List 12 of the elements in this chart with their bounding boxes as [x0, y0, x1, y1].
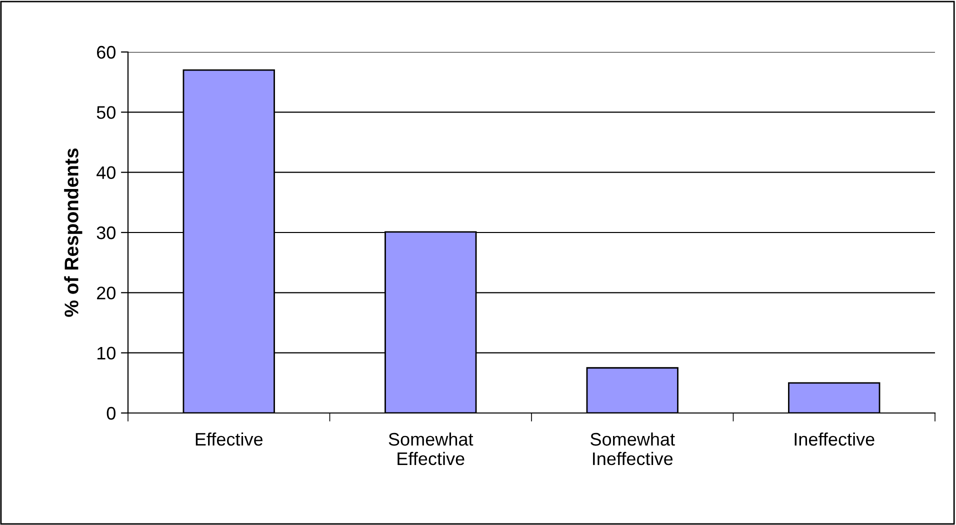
y-tick-label: 30 [96, 226, 116, 240]
x-tick-label: Somewhat Ineffective [590, 432, 675, 466]
y-tick-label: 10 [97, 346, 116, 360]
y-tick-label: 0 [106, 406, 116, 420]
x-tick-label: Somewhat Effective [388, 432, 474, 466]
x-tick-label: Ineffective [794, 432, 874, 446]
y-axis-title: % of Respondents [64, 148, 82, 317]
y-tick-label: 20 [97, 286, 116, 300]
x-tick-label: Effective [196, 432, 263, 446]
y-tick-label: 60 [97, 46, 116, 59]
y-tick-label: 40 [96, 166, 116, 180]
y-tick-label: 50 [96, 106, 116, 119]
